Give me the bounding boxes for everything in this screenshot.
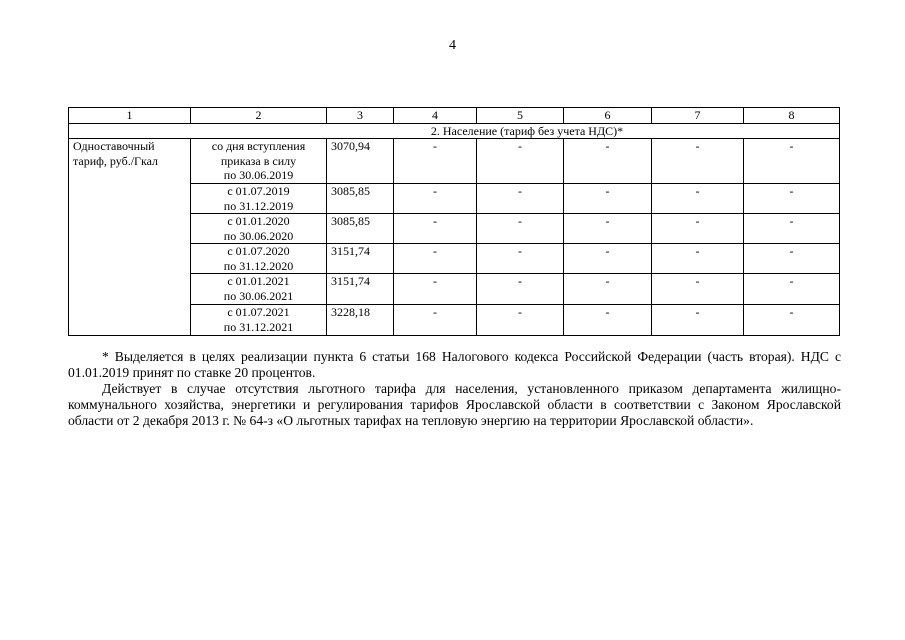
empty-cell: - <box>393 243 477 274</box>
empty-cell: - <box>743 213 840 244</box>
column-header: 4 <box>393 107 477 124</box>
empty-cell: - <box>393 304 477 336</box>
tariff-value: 3151,74 <box>326 273 394 305</box>
empty-cell: - <box>476 183 564 214</box>
empty-cell: - <box>651 304 744 336</box>
table-row: с 01.07.2019 по 31.12.2019 3085,85- - - - - <box>69 183 840 214</box>
period-line: по 30.06.2021 <box>223 288 294 303</box>
period-line: по 31.12.2021 <box>223 319 294 334</box>
column-header: 2 <box>190 107 327 124</box>
section-row: 2. Население (тариф без учета НДС)* <box>68 122 840 139</box>
empty-cell: - <box>393 138 477 184</box>
table-row: Одноставочный тариф, руб./Гкал со дня вст… <box>68 138 840 336</box>
page-number: 4 <box>449 38 456 53</box>
column-header: 8 <box>743 107 840 124</box>
period-line: с 01.01.2021 <box>227 274 290 288</box>
footnote-applicability: Действует в случае отсутствия льготного … <box>68 381 841 428</box>
empty-cell: - <box>743 138 840 184</box>
empty-cell: - <box>563 243 652 274</box>
period-cell: с 01.07.2020 по 31.12.2020 <box>190 243 327 274</box>
empty-cell: - <box>651 273 744 305</box>
row-label: Одноставочный тариф, руб./Гкал <box>68 138 191 336</box>
period-line: по 30.06.2020 <box>223 228 294 243</box>
table-row: с 01.07.2020 по 31.12.2020 3151,74- - - - - <box>69 243 840 274</box>
period-line: приказа в силу <box>220 153 297 168</box>
section-title: 2. Население (тариф без учета НДС)* <box>68 122 840 139</box>
tariff-value: 3085,85 <box>326 183 394 214</box>
period-line: со дня вступления <box>211 139 306 153</box>
empty-cell: - <box>393 273 477 305</box>
empty-cell: - <box>743 243 840 274</box>
empty-cell: - <box>476 243 564 274</box>
period-line: по 31.12.2019 <box>223 198 294 213</box>
empty-cell: - <box>743 273 840 305</box>
period-cell: с 01.01.2020 по 30.06.2020 <box>190 213 327 244</box>
footnotes: * Выделяется в целях реализации пункта 6… <box>68 349 841 429</box>
column-header: 1 <box>68 107 191 124</box>
column-header: 7 <box>651 107 744 124</box>
empty-cell: - <box>651 213 744 244</box>
column-header: 3 <box>326 107 394 124</box>
period-cell: с 01.07.2021 по 31.12.2021 <box>190 304 327 336</box>
period-line: по 30.06.2019 <box>223 168 294 182</box>
empty-cell: - <box>651 138 744 184</box>
period-line: с 01.01.2020 <box>227 214 290 228</box>
empty-cell: - <box>393 213 477 244</box>
empty-cell: - <box>476 213 564 244</box>
period-line: с 01.07.2019 <box>227 184 290 198</box>
tariff-value: 3085,85 <box>326 213 394 244</box>
empty-cell: - <box>743 304 840 336</box>
empty-cell: - <box>476 138 564 184</box>
empty-cell: - <box>563 304 652 336</box>
empty-cell: - <box>563 273 652 305</box>
period-line: с 01.07.2020 <box>227 244 290 258</box>
empty-cell: - <box>563 213 652 244</box>
column-header: 5 <box>476 107 564 124</box>
period-line: с 01.07.2021 <box>227 305 290 319</box>
column-header: 6 <box>563 107 652 124</box>
period-cell: с 01.01.2021 по 30.06.2021 <box>190 273 327 305</box>
tariff-value: 3070,94 <box>326 138 394 184</box>
empty-cell: - <box>476 304 564 336</box>
tariff-value: 3228,18 <box>326 304 394 336</box>
table-row: с 01.07.2021 по 31.12.2021 3228,18- - - - - <box>69 304 840 336</box>
empty-cell: - <box>651 243 744 274</box>
empty-cell: - <box>393 183 477 214</box>
empty-cell: - <box>563 138 652 184</box>
tariff-value: 3151,74 <box>326 243 394 274</box>
period-cell: со дня вступления приказа в силу по 30.06.… <box>190 138 327 184</box>
period-line: по 31.12.2020 <box>223 258 294 273</box>
empty-cell: - <box>651 183 744 214</box>
footnote-vat: * Выделяется в целях реализации пункта 6… <box>68 349 841 380</box>
empty-cell: - <box>563 183 652 214</box>
period-cell: с 01.07.2019 по 31.12.2019 <box>190 183 327 214</box>
empty-cell: - <box>476 273 564 305</box>
empty-cell: - <box>743 183 840 214</box>
